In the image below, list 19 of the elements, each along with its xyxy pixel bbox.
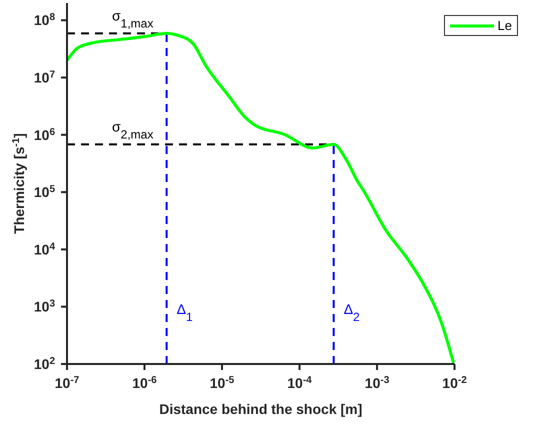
y-tick-label: 10$^{5}$ bbox=[34, 184, 56, 200]
y-tick-label: 10$^{6}$ bbox=[34, 126, 56, 143]
x-axis-title: Distance behind the shock [m] bbox=[159, 401, 362, 417]
ref-line-label: σ$_{2,max}$ bbox=[112, 118, 154, 142]
x-tick-label: 10$^{-5}$ bbox=[210, 374, 235, 391]
y-tick-label: 10$^{4}$ bbox=[34, 240, 56, 258]
y-tick-label: 10$^{8}$ bbox=[34, 12, 56, 28]
x-tick-label: 10$^{-2}$ bbox=[442, 374, 468, 391]
y-tick-label: 10$^{2}$ bbox=[34, 356, 56, 372]
ref-line-label: Δ$_{2}$ bbox=[344, 301, 360, 324]
legend-label: Le bbox=[498, 18, 512, 33]
x-tick-label: 10$^{-4}$ bbox=[287, 374, 312, 391]
y-tick-label: 10$^{3}$ bbox=[34, 298, 56, 315]
ref-line-label: σ$_{1,max}$ bbox=[112, 7, 154, 30]
x-tick-label: 10$^{-6}$ bbox=[132, 374, 158, 391]
x-tick-label: 10$^{-7}$ bbox=[54, 374, 80, 391]
x-tick-label: 10$^{-3}$ bbox=[364, 374, 390, 391]
y-tick-label: 10$^{7}$ bbox=[34, 69, 56, 86]
ref-line-label: Δ$_{1}$ bbox=[176, 301, 193, 324]
